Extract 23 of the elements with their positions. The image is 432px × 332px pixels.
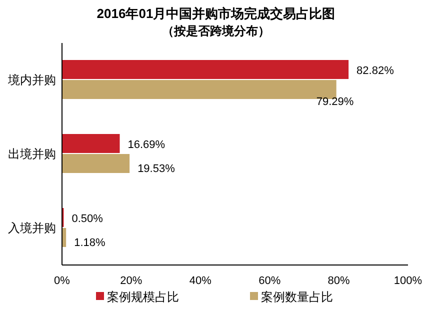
- y-tick-label: 出境并购: [8, 147, 56, 161]
- x-tick-label: 0%: [54, 275, 70, 287]
- bar: [62, 80, 336, 99]
- x-tick-label: 60%: [258, 275, 281, 287]
- bar: [62, 154, 130, 173]
- bar: [62, 60, 349, 79]
- y-tick-label: 入境并购: [8, 221, 56, 235]
- x-tick-label: 40%: [189, 275, 212, 287]
- x-tick-label: 80%: [328, 275, 350, 287]
- legend-label: 案例规模占比: [107, 290, 179, 304]
- y-tick-label: 境内并购: [7, 73, 56, 87]
- legend-label: 案例数量占比: [261, 290, 333, 304]
- data-label: 1.18%: [74, 237, 106, 249]
- data-label: 82.82%: [356, 65, 394, 77]
- x-tick-label: 100%: [394, 275, 422, 287]
- bar: [62, 134, 120, 153]
- chart-title: 2016年01月中国并购市场完成交易占比图: [96, 6, 336, 21]
- data-label: 16.69%: [128, 139, 166, 151]
- x-tick-label: 20%: [120, 275, 142, 287]
- data-label: 0.50%: [72, 213, 104, 225]
- data-label: 79.29%: [316, 96, 354, 108]
- chart-subtitle: （按是否跨境分布）: [162, 24, 270, 38]
- data-label: 19.53%: [138, 163, 176, 175]
